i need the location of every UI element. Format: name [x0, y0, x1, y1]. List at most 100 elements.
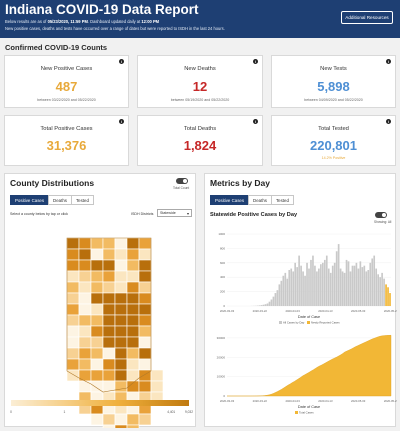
bar[interactable]	[290, 268, 293, 306]
county-cell[interactable]	[66, 325, 80, 338]
bar[interactable]	[335, 251, 338, 306]
bar[interactable]	[262, 304, 265, 306]
county-cell[interactable]	[66, 281, 80, 294]
bar[interactable]	[387, 287, 389, 306]
county-cell[interactable]	[66, 270, 80, 283]
county-cell[interactable]	[114, 325, 128, 338]
county-cell[interactable]	[78, 237, 92, 250]
bar[interactable]	[264, 304, 267, 306]
county-cell[interactable]	[90, 347, 104, 360]
bar[interactable]	[355, 262, 358, 306]
bar[interactable]	[375, 268, 378, 306]
bar[interactable]	[294, 262, 297, 306]
county-cell[interactable]	[90, 325, 104, 338]
county-cell[interactable]	[114, 281, 128, 294]
county-cell[interactable]	[114, 424, 128, 428]
bar[interactable]	[270, 299, 273, 306]
bar[interactable]	[320, 264, 322, 306]
county-cell[interactable]	[90, 292, 104, 305]
bar[interactable]	[341, 271, 344, 306]
county-cell[interactable]	[138, 325, 152, 338]
bar[interactable]	[379, 277, 381, 306]
county-cell[interactable]	[138, 292, 152, 305]
county-cell[interactable]	[78, 314, 92, 327]
bar[interactable]	[365, 271, 368, 306]
bar[interactable]	[327, 268, 330, 306]
county-cell[interactable]	[126, 424, 140, 428]
county-cell[interactable]	[114, 347, 128, 360]
bar[interactable]	[282, 275, 285, 306]
county-cell[interactable]	[102, 248, 116, 261]
county-cell[interactable]	[66, 259, 80, 272]
bar[interactable]	[316, 271, 318, 306]
bar[interactable]	[288, 270, 291, 306]
county-cell[interactable]	[102, 314, 116, 327]
bar[interactable]	[337, 244, 340, 306]
bar[interactable]	[371, 258, 374, 306]
county-cell[interactable]	[150, 369, 164, 382]
county-cell[interactable]	[90, 237, 104, 250]
county-cell[interactable]	[66, 358, 80, 371]
county-cell[interactable]	[90, 270, 104, 283]
county-cell[interactable]	[66, 292, 80, 305]
bar[interactable]	[349, 271, 352, 306]
county-cell[interactable]	[138, 303, 152, 316]
county-cell[interactable]	[102, 347, 116, 360]
info-icon[interactable]: i	[119, 119, 124, 124]
county-cell[interactable]	[126, 270, 140, 283]
county-cell[interactable]	[150, 380, 164, 393]
county-cell[interactable]	[102, 336, 116, 349]
county-cell[interactable]	[114, 336, 128, 349]
county-cell[interactable]	[90, 380, 104, 393]
county-cell[interactable]	[126, 314, 140, 327]
info-icon[interactable]: i	[253, 59, 258, 64]
bar[interactable]	[359, 261, 362, 306]
bar[interactable]	[343, 272, 346, 306]
county-cell[interactable]	[102, 303, 116, 316]
county-cell[interactable]	[114, 270, 128, 283]
county-cell[interactable]	[66, 314, 80, 327]
bar[interactable]	[286, 278, 289, 306]
county-cell[interactable]	[114, 314, 128, 327]
county-cell[interactable]	[78, 259, 92, 272]
county-cell[interactable]	[114, 248, 128, 261]
bar[interactable]	[280, 280, 283, 306]
county-cell[interactable]	[78, 336, 92, 349]
county-cell[interactable]	[90, 303, 104, 316]
county-cell[interactable]	[90, 369, 104, 382]
county-cell[interactable]	[90, 358, 104, 371]
county-cell[interactable]	[78, 369, 92, 382]
county-map[interactable]: 0 1 4,401 9,032	[5, 174, 197, 428]
info-icon[interactable]: i	[386, 119, 391, 124]
county-cell[interactable]	[114, 358, 128, 371]
county-cell[interactable]	[78, 325, 92, 338]
county-cell[interactable]	[66, 237, 80, 250]
bar[interactable]	[266, 303, 269, 306]
county-cell[interactable]	[138, 347, 152, 360]
county-cell[interactable]	[126, 281, 140, 294]
info-icon[interactable]: i	[386, 59, 391, 64]
bar[interactable]	[268, 301, 271, 306]
bar[interactable]	[363, 265, 366, 306]
bar[interactable]	[361, 267, 364, 306]
county-cell[interactable]	[102, 413, 116, 426]
county-cell[interactable]	[90, 248, 104, 261]
county-cell[interactable]	[126, 303, 140, 316]
county-cell[interactable]	[126, 259, 140, 272]
bar[interactable]	[258, 305, 261, 306]
bar[interactable]	[389, 293, 391, 306]
county-cell[interactable]	[114, 259, 128, 272]
county-cell[interactable]	[66, 248, 80, 261]
isdh-district-select[interactable]: Statewide ▾	[157, 209, 192, 217]
county-cell[interactable]	[138, 380, 152, 393]
bar[interactable]	[260, 305, 263, 306]
county-cell[interactable]	[114, 413, 128, 426]
bar[interactable]	[353, 265, 356, 306]
bar[interactable]	[318, 268, 320, 306]
county-cell[interactable]	[126, 336, 140, 349]
county-cell[interactable]	[138, 259, 152, 272]
additional-resources-button[interactable]: Additional Resources	[341, 11, 393, 24]
county-cell[interactable]	[102, 325, 116, 338]
county-cell[interactable]	[90, 281, 104, 294]
bar[interactable]	[296, 267, 298, 306]
